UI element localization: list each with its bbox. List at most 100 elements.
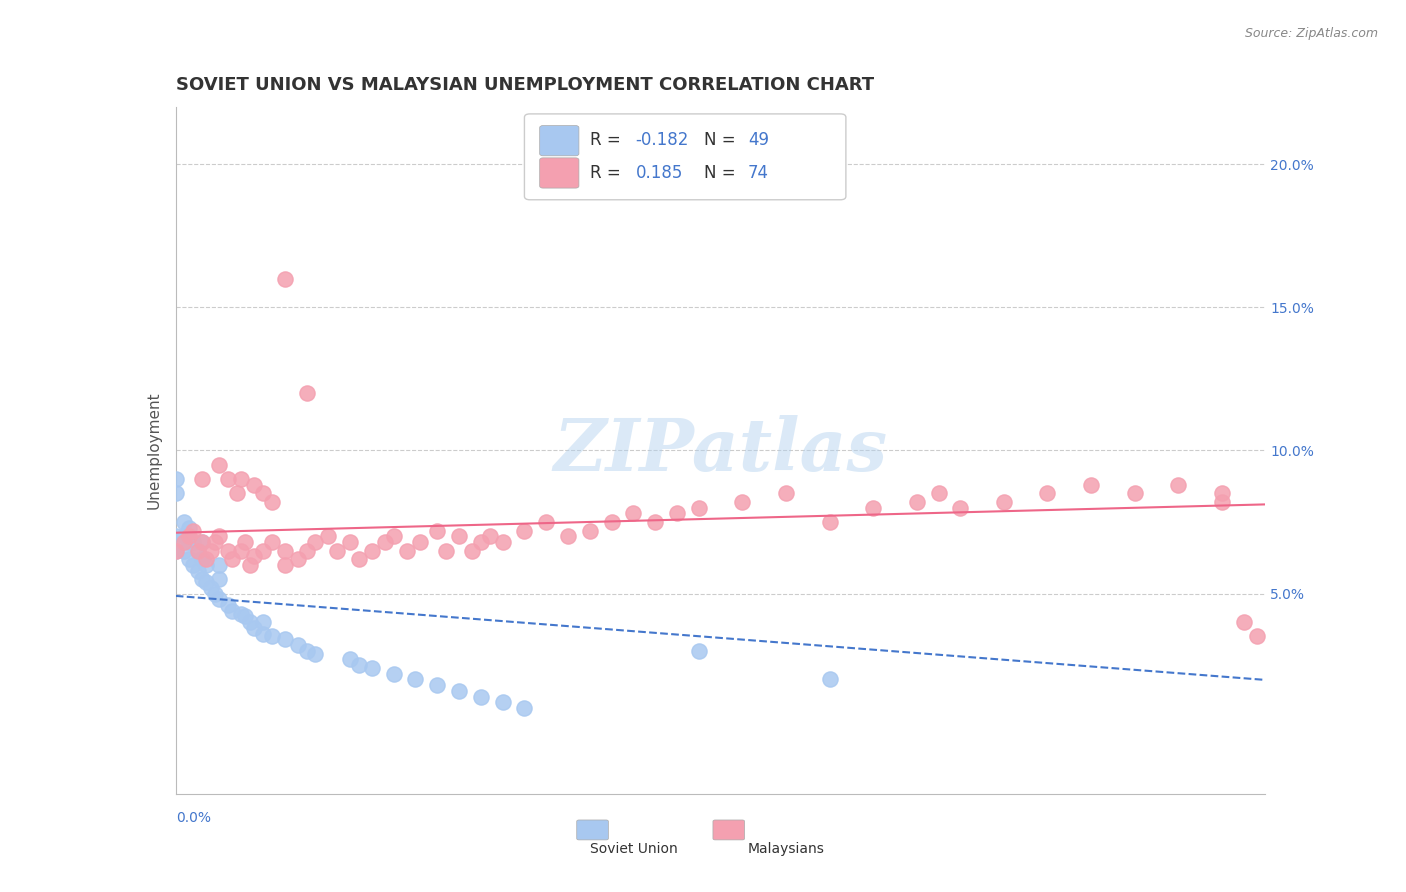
- Point: [200, 543, 222, 558]
- Point: [426, 524, 449, 538]
- Point: [191, 535, 214, 549]
- Point: [1123, 486, 1146, 500]
- Point: [579, 524, 602, 538]
- Point: [600, 515, 623, 529]
- Point: [186, 543, 209, 558]
- Text: R =: R =: [591, 164, 626, 182]
- Point: [534, 515, 557, 529]
- Point: [235, 609, 257, 624]
- Point: [688, 500, 710, 515]
- Point: [405, 673, 427, 687]
- Point: [1167, 478, 1189, 492]
- Text: 0.0%: 0.0%: [176, 811, 211, 825]
- Point: [347, 552, 370, 566]
- Point: [204, 586, 226, 600]
- Point: [191, 552, 214, 566]
- Point: [470, 535, 492, 549]
- Point: [818, 515, 841, 529]
- Point: [208, 592, 231, 607]
- Point: [274, 558, 297, 572]
- Point: [252, 543, 274, 558]
- Point: [239, 615, 262, 630]
- Point: [295, 386, 318, 401]
- Text: N =: N =: [704, 131, 741, 149]
- Point: [165, 529, 187, 543]
- Point: [557, 529, 579, 543]
- Point: [195, 558, 218, 572]
- Point: [295, 543, 318, 558]
- Point: [382, 529, 405, 543]
- Point: [221, 604, 243, 618]
- Point: [260, 535, 283, 549]
- Point: [1211, 486, 1233, 500]
- Point: [165, 543, 187, 558]
- Point: [339, 652, 361, 666]
- Point: [862, 500, 884, 515]
- Text: Source: ZipAtlas.com: Source: ZipAtlas.com: [1244, 27, 1378, 40]
- Text: ZIPatlas: ZIPatlas: [554, 415, 887, 486]
- Point: [186, 543, 209, 558]
- Point: [304, 535, 326, 549]
- Point: [666, 507, 689, 521]
- FancyBboxPatch shape: [540, 158, 579, 188]
- Text: Malaysians: Malaysians: [748, 842, 824, 856]
- Point: [208, 458, 231, 472]
- Point: [360, 543, 382, 558]
- Point: [1246, 630, 1268, 644]
- Point: [318, 529, 340, 543]
- Point: [347, 658, 370, 673]
- Point: [492, 535, 515, 549]
- Point: [447, 683, 470, 698]
- Point: [243, 549, 266, 564]
- Point: [287, 638, 309, 652]
- Point: [274, 632, 297, 647]
- Point: [195, 575, 218, 590]
- Point: [1232, 615, 1256, 630]
- Point: [470, 690, 492, 704]
- Point: [339, 535, 361, 549]
- Point: [513, 701, 536, 715]
- Point: [231, 607, 253, 621]
- Point: [409, 535, 432, 549]
- Point: [181, 535, 204, 549]
- Point: [928, 486, 950, 500]
- Point: [243, 621, 266, 635]
- Point: [1036, 486, 1059, 500]
- FancyBboxPatch shape: [524, 114, 846, 200]
- Point: [644, 515, 666, 529]
- Y-axis label: Unemployment: Unemployment: [146, 392, 162, 509]
- Point: [173, 543, 195, 558]
- Point: [818, 673, 841, 687]
- Point: [191, 472, 214, 486]
- Point: [243, 478, 266, 492]
- Point: [252, 486, 274, 500]
- Point: [395, 543, 418, 558]
- Point: [326, 543, 349, 558]
- Point: [186, 564, 209, 578]
- Point: [295, 644, 318, 658]
- Point: [204, 535, 226, 549]
- Point: [217, 598, 239, 612]
- Point: [1211, 495, 1233, 509]
- Point: [688, 644, 710, 658]
- Point: [434, 543, 457, 558]
- Point: [181, 558, 204, 572]
- Point: [447, 529, 470, 543]
- Point: [177, 535, 200, 549]
- Point: [274, 271, 297, 285]
- Point: [165, 472, 187, 486]
- Point: [274, 543, 297, 558]
- Point: [905, 495, 928, 509]
- Point: [191, 572, 214, 586]
- Point: [235, 535, 257, 549]
- Point: [621, 507, 644, 521]
- Point: [731, 495, 754, 509]
- Point: [949, 500, 972, 515]
- FancyBboxPatch shape: [540, 126, 579, 156]
- Point: [177, 521, 200, 535]
- Point: [221, 552, 243, 566]
- Point: [239, 558, 262, 572]
- Point: [260, 495, 283, 509]
- Point: [231, 472, 253, 486]
- Point: [191, 535, 214, 549]
